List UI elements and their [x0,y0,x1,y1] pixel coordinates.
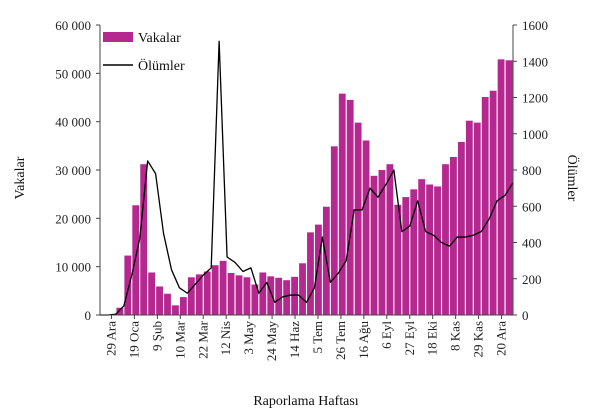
legend: Vakalar Ölümler [103,31,185,74]
case-bar [259,272,267,315]
case-bar [330,146,338,315]
left-tick-label: 50 000 [55,66,91,81]
bars-group [116,59,513,316]
case-bar [156,286,163,315]
x-tick-label: 5 Tem [310,321,325,353]
case-bar [315,224,322,315]
x-tick-label: 19 Oca [126,321,141,358]
x-tick-label: 22 Mar [195,320,210,359]
case-bar [362,140,370,315]
x-tick-label: 24 May [264,321,279,362]
x-tick-label: 18 Eki [425,321,440,356]
case-bar [457,141,465,315]
case-bar [505,60,513,315]
case-bar [251,284,259,315]
case-bar [299,263,306,315]
case-bar [187,277,195,315]
case-bar [402,197,410,315]
case-bar [211,265,219,315]
case-bar [267,276,275,315]
x-tick-label: 10 Mar [172,320,187,359]
x-tick-label: 14 Haz [287,321,302,358]
right-tick-label: 800 [522,163,542,178]
left-axis: 0 10 000 20 000 30 000 40 000 50 000 60 000 [55,18,101,323]
x-tick-label: 12 Nis [218,321,233,355]
case-bar [227,272,235,315]
left-tick-label: 10 000 [55,260,91,275]
right-tick-label: 1000 [522,127,548,142]
x-tick-label: 3 May [241,321,256,355]
right-tick-label: 200 [522,272,542,287]
deaths-line [100,40,514,316]
case-bar [370,175,378,315]
case-bar [338,93,346,315]
case-bar [354,122,362,315]
x-tick-label: 6 Eyl [379,321,394,349]
case-bar [179,297,187,315]
case-bar [195,274,203,315]
case-bar [450,156,457,315]
x-tick-label: 27 Eyl [402,321,417,356]
left-tick-label: 30 000 [55,163,91,178]
x-tick-label: 9 Şub [149,321,164,351]
legend-swatch-cases [103,32,133,42]
x-axis-title: Raporlama Haftası [253,394,358,409]
x-tick-label: 16 Ağu [356,321,371,359]
case-bar [116,307,124,315]
left-tick-label: 0 [85,308,92,323]
case-bar [465,120,473,315]
right-tick-label: 1200 [522,91,548,106]
legend-label-deaths: Ölümler [138,57,185,74]
x-tick-label: 29 Kas [471,321,486,357]
deaths-line-group [100,40,514,316]
left-tick-label: 20 000 [55,211,91,226]
case-bar [219,260,227,315]
case-bar [140,164,148,315]
case-bar [394,204,402,315]
case-bar [378,170,386,315]
case-bar [346,99,354,315]
right-tick-label: 1600 [522,18,548,33]
case-bar [283,280,291,315]
x-tick-label: 20 Ara [494,321,509,356]
left-tick-label: 60 000 [55,18,91,33]
case-bar [164,293,171,315]
case-bar [481,97,489,316]
case-bar [426,184,434,315]
case-bar [386,164,394,315]
right-tick-label: 600 [522,199,542,214]
right-tick-label: 1400 [522,54,548,69]
case-bar [418,179,426,315]
case-bar [410,189,418,315]
case-bar [434,186,441,315]
x-tick-label: 8 Kas [448,321,463,351]
case-bar [307,232,314,315]
y-axis-title-left: Vakalar [13,156,28,199]
y-axis-title-right: Ölümler [564,155,581,202]
left-tick-label: 40 000 [55,115,91,130]
x-tick-label: 29 Ara [103,321,118,356]
case-bar [132,205,140,315]
right-axis: 0 200 400 600 800 1000 1200 1400 1600 [512,18,548,323]
case-bar [473,122,481,315]
x-axis: 29 Ara 19 Oca 9 Şub 10 Mar 22 Mar 12 Nis 3 May… [100,314,513,362]
right-tick-label: 400 [522,236,542,251]
case-bar [203,271,211,315]
case-bar [148,272,156,315]
case-bar [291,276,298,315]
case-bar [489,90,497,315]
legend-label-cases: Vakalar [138,31,181,46]
case-bar [275,277,283,315]
case-bar [243,277,251,315]
case-bar [172,305,179,315]
case-bar [235,275,243,315]
right-tick-label: 0 [522,308,529,323]
case-bar [124,255,132,315]
x-tick-label: 26 Tem [333,321,348,360]
case-bar [442,164,449,315]
case-bar [497,59,505,315]
